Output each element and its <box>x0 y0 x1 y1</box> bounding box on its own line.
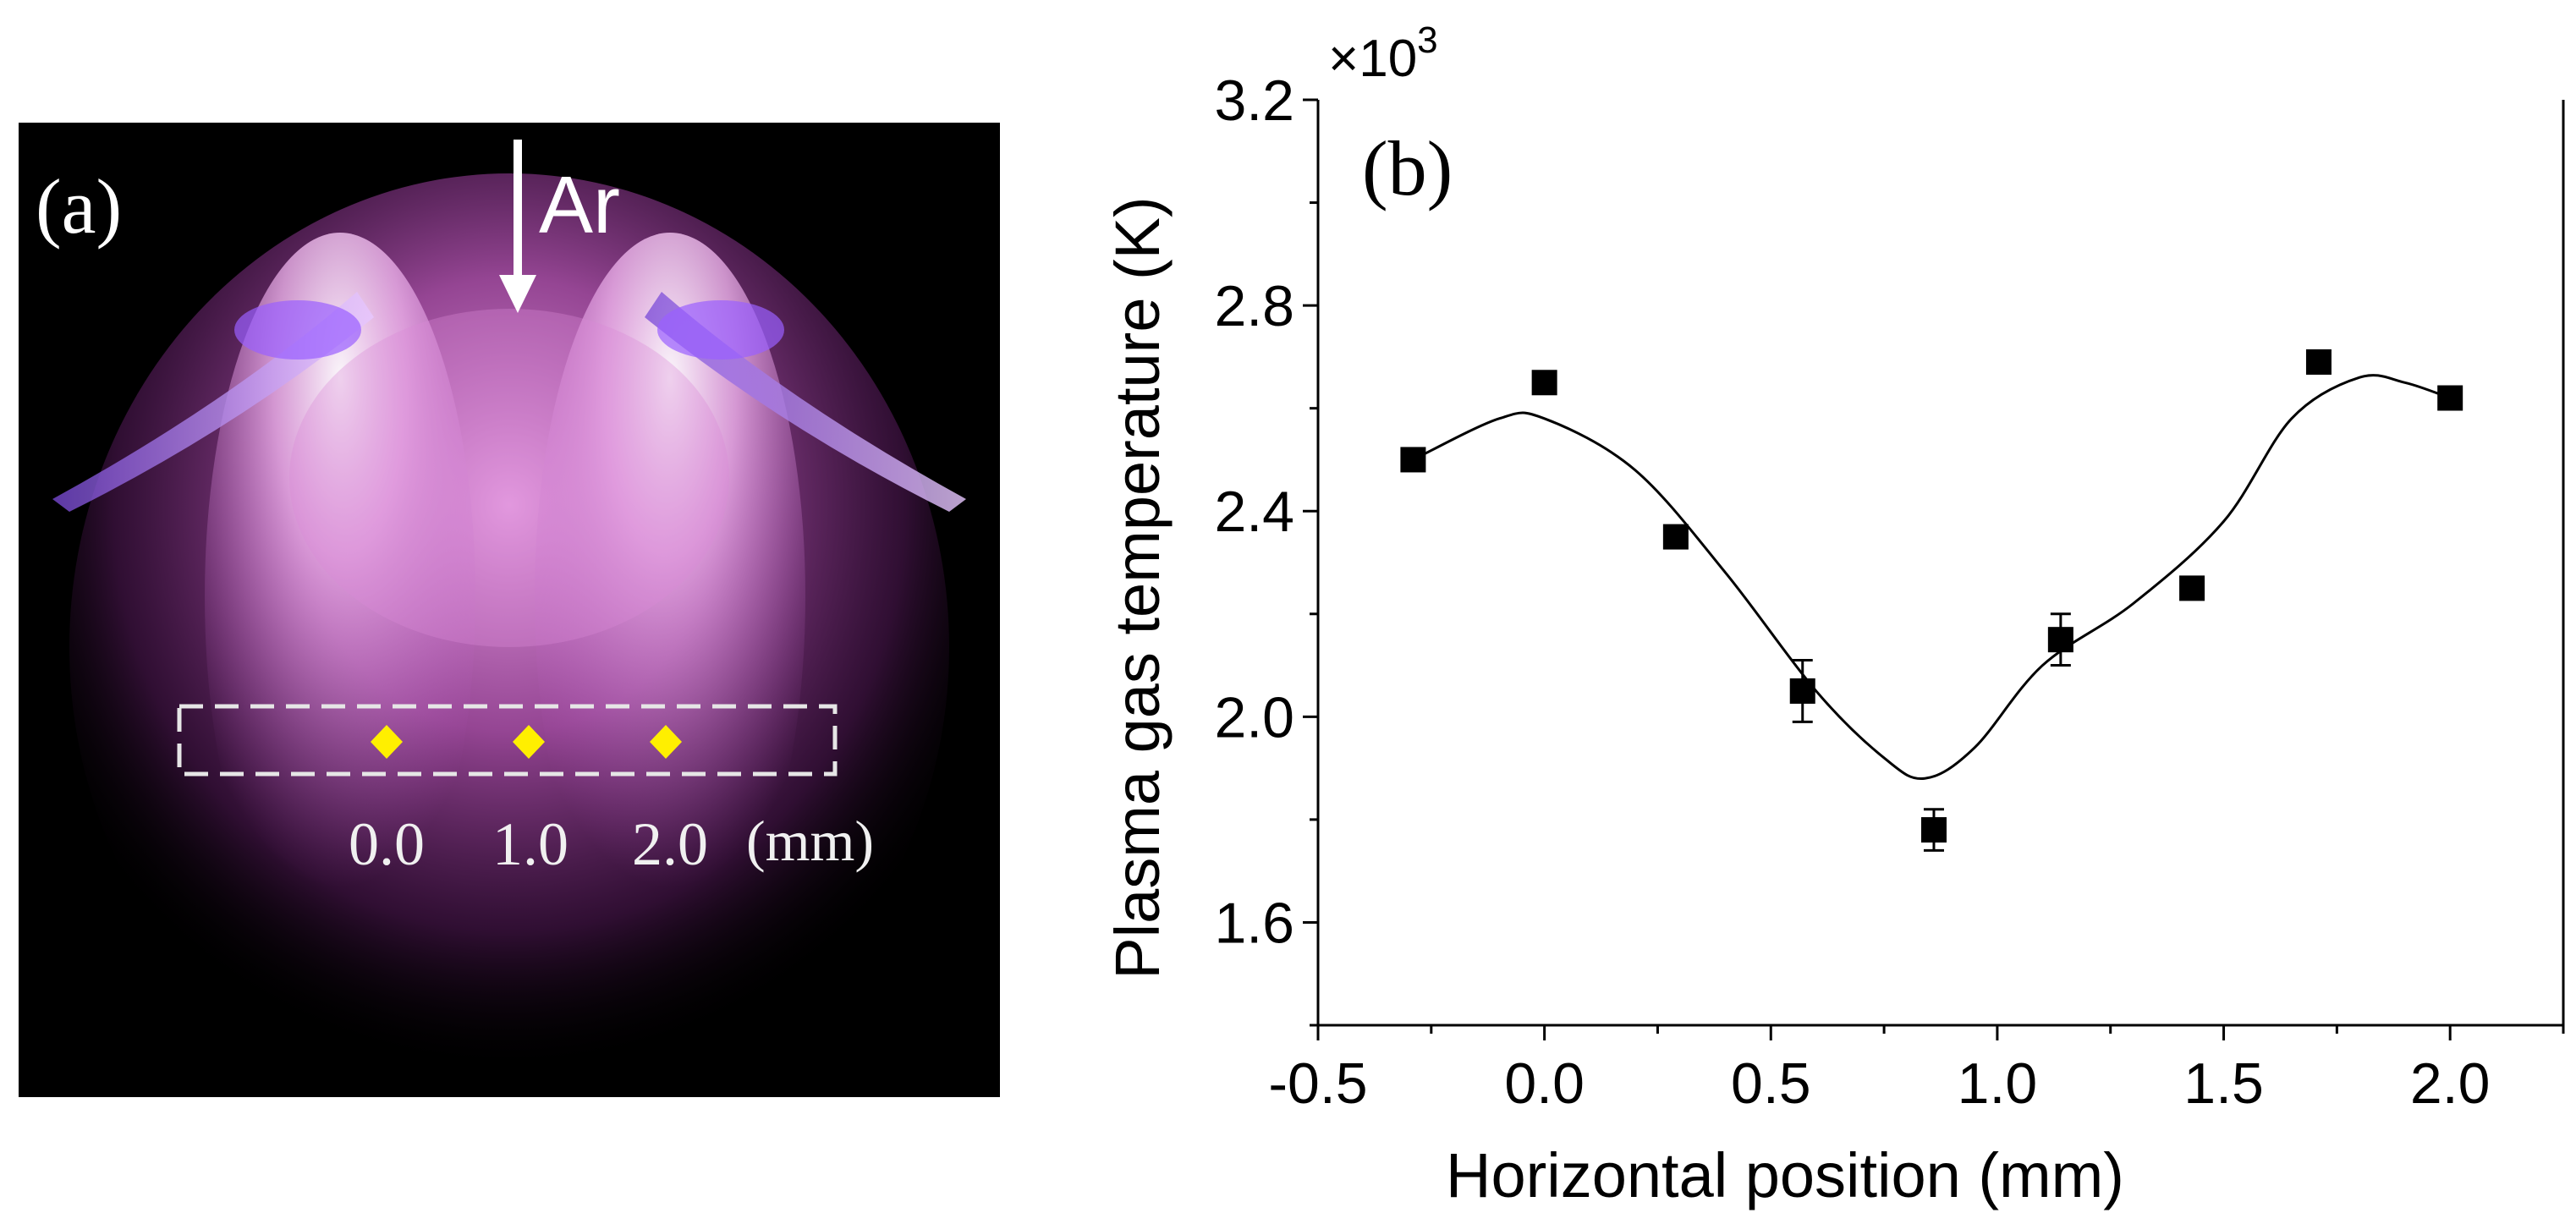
data-point <box>1400 447 1426 473</box>
data-point <box>1789 678 1815 704</box>
panel-a-label: (a) <box>36 163 122 250</box>
y-multiplier-exponent: 3 <box>1417 19 1437 61</box>
y-tick-label: 2.8 <box>1214 274 1294 338</box>
plasma-photo-graphic: (a) Ar 0.0 1.0 2.0 (mm) <box>19 123 1000 1097</box>
position-marker <box>371 725 403 759</box>
x-tick-label: 0.5 <box>1731 1051 1811 1116</box>
measurement-region-box <box>177 704 838 777</box>
plasma-photo: (a) Ar 0.0 1.0 2.0 (mm) <box>19 123 1000 1097</box>
unit-label: (mm) <box>746 809 874 873</box>
y-tick-label: 1.6 <box>1214 891 1294 955</box>
y-multiplier: ×103 <box>1328 19 1438 88</box>
data-point <box>1920 817 1947 843</box>
data-point <box>2437 385 2463 411</box>
position-marker <box>650 725 682 759</box>
data-point <box>1531 370 1557 396</box>
y-multiplier-base: ×10 <box>1328 30 1417 88</box>
x-tick-label: 1.5 <box>2183 1051 2264 1116</box>
x-tick-label: 1.0 <box>1958 1051 2038 1116</box>
data-point <box>2305 349 2332 375</box>
panel-b-label: (b) <box>1362 125 1453 211</box>
position-label-2: 2.0 <box>632 810 708 878</box>
data-point <box>2047 627 2073 653</box>
x-tick-label: 0.0 <box>1504 1051 1585 1116</box>
y-tick-label: 2.4 <box>1214 480 1294 544</box>
fit-curve <box>1412 374 2451 781</box>
position-label-1: 1.0 <box>492 810 568 878</box>
x-tick-label: 2.0 <box>2410 1051 2491 1116</box>
data-point <box>1662 524 1689 550</box>
arrow-head-icon <box>499 275 536 313</box>
position-label-0: 0.0 <box>349 810 425 878</box>
y-axis-label: Plasma gas temperature (K) <box>1102 196 1173 979</box>
y-tick-label: 3.2 <box>1214 69 1294 133</box>
data-point <box>2179 575 2205 601</box>
y-tick-label: 2.0 <box>1214 685 1294 749</box>
x-axis-label: Horizontal position (mm) <box>1446 1140 2124 1210</box>
gas-label: Ar <box>539 160 620 250</box>
position-marker <box>513 725 545 759</box>
x-tick-label: -0.5 <box>1268 1051 1367 1116</box>
